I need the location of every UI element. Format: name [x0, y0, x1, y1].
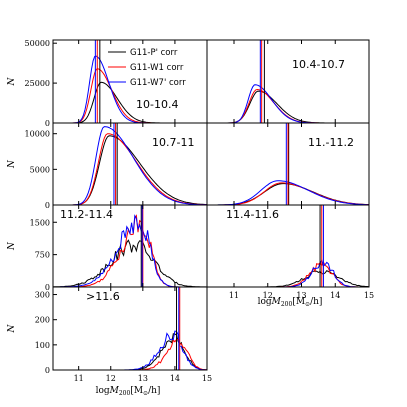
- panel-4-label: 11.-11.2: [308, 136, 354, 149]
- panel-7-ytick-label: 0: [45, 366, 50, 375]
- panel-6-xtick-label: 11: [229, 291, 239, 300]
- panel-7-frame: [52, 286, 208, 371]
- panel-1-label: 10-10.4: [136, 98, 178, 111]
- panel-5-ytick-label: 1500: [30, 218, 50, 227]
- panel-1-ytick-label: 0: [45, 119, 50, 128]
- panel-5-label: 11.2-11.4: [60, 208, 113, 221]
- legend-label-p: G11-P' corr: [130, 48, 178, 58]
- panel-1-ylabel: N: [7, 76, 17, 86]
- panel-7-ytick-label: 100: [35, 341, 50, 350]
- panel-6-frame: [206, 204, 370, 288]
- panel-7-curve-w1: [53, 338, 207, 370]
- panel-2-curve-w7: [207, 84, 369, 123]
- legend-label-w7: G11-W7' corr: [130, 78, 186, 88]
- panel-5-curve-w7: [53, 214, 207, 287]
- panel-7-xtick-label: 11: [74, 374, 84, 383]
- panel-5-ytick-label: 0: [45, 283, 50, 292]
- x-axis-title-left: logM200[M⊙/h]: [96, 386, 161, 397]
- panel-6-xtick-label: 15: [364, 291, 374, 300]
- panel-1-curve-p: [53, 81, 207, 123]
- panel-2-curve-p: [207, 90, 369, 123]
- panel-6-curve-p: [207, 270, 369, 287]
- panel-7-curve-p: [53, 333, 207, 370]
- panel-6-xtick-label: 12: [263, 291, 273, 300]
- panel-2-frame: [206, 39, 370, 124]
- panel-6-curve-w7: [207, 259, 369, 287]
- panel-5-curve-p: [53, 239, 207, 287]
- panel-7-ytick-label: 300: [35, 291, 50, 300]
- panel-6: 11 12 13 14 15 11.4-11.6: [206, 204, 374, 300]
- panel-6-xtick-label: 13: [296, 291, 306, 300]
- panel-3-ytick-label: 5000: [30, 165, 50, 174]
- legend-label-w1: G11-W1 corr: [130, 63, 184, 73]
- panel-5: 0 750 1500 N 11.2-11.4: [7, 204, 208, 292]
- panel-7-xtick-label: 15: [202, 374, 212, 383]
- panel-7-xtick-label: 14: [170, 374, 180, 383]
- legend: G11-P' corr G11-W1 corr G11-W7' corr: [108, 48, 186, 88]
- panel-7: 11 12 13 14 15 0 100 200 300 N >11.6: [7, 286, 212, 383]
- panel-4: 11.-11.2: [206, 122, 370, 206]
- panel-3-label: 10.7-11: [152, 136, 194, 149]
- panel-7-ytick-label: 200: [35, 316, 50, 325]
- panel-7-xtick-label: 13: [138, 374, 148, 383]
- panel-6-xtick-label: 14: [330, 291, 340, 300]
- panel-5-ylabel: N: [7, 241, 17, 251]
- panel-2-label: 10.4-10.7: [292, 58, 345, 71]
- panel-1-ytick-label: 50000: [25, 39, 50, 48]
- x-axis-title-right: logM200[M⊙/h]: [258, 297, 323, 308]
- panel-3: 0 5000 10000 N 10.7-11: [7, 122, 208, 210]
- panel-1-ytick-label: 25000: [25, 79, 50, 88]
- panel-3-ytick-label: 10000: [25, 130, 50, 139]
- panel-6-curve-w1: [207, 260, 369, 287]
- panel-7-ylabel: N: [7, 323, 17, 333]
- panel-6-label: 11.4-11.6: [226, 208, 279, 221]
- panel-5-curve-w1: [53, 214, 207, 287]
- panel-2: 10.4-10.7: [206, 39, 370, 124]
- panel-3-ylabel: N: [7, 159, 17, 169]
- panel-5-ytick-label: 750: [35, 251, 50, 260]
- panel-3-ytick-label: 0: [45, 201, 50, 210]
- panels-layer: 02500050000N10-10.410.4-10.70500010000N1…: [7, 39, 374, 383]
- panel-7-label: >11.6: [86, 290, 120, 303]
- panel-7-xtick-label: 12: [106, 374, 116, 383]
